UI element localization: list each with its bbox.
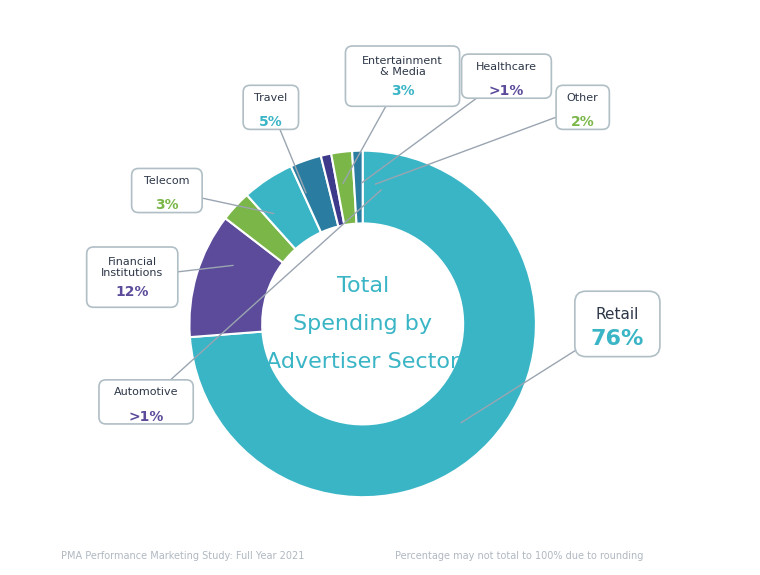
Text: PMA Performance Marketing Study: Full Year 2021: PMA Performance Marketing Study: Full Ye… (61, 551, 304, 561)
Wedge shape (291, 156, 338, 232)
Text: >1%: >1% (489, 84, 524, 98)
Text: Entertainment
& Media
3%: Entertainment & Media 3% (353, 53, 453, 99)
Text: Telecom
3%: Telecom 3% (138, 175, 195, 206)
Text: 12%: 12% (116, 285, 149, 299)
Text: Automotive: Automotive (114, 388, 179, 397)
Text: Financial
Institutions: Financial Institutions (101, 257, 163, 278)
Text: Telecom: Telecom (144, 176, 190, 186)
Wedge shape (247, 166, 321, 249)
Text: Retail: Retail (596, 307, 639, 322)
Text: Entertainment
& Media: Entertainment & Media (363, 56, 443, 78)
Text: Other: Other (567, 93, 599, 103)
Text: Automotive
>1%: Automotive >1% (106, 387, 186, 417)
Text: 3%: 3% (391, 84, 414, 98)
Text: Healthcare: Healthcare (476, 62, 537, 72)
Wedge shape (189, 218, 283, 337)
Text: Travel
5%: Travel 5% (250, 92, 292, 122)
Wedge shape (331, 151, 356, 225)
Wedge shape (321, 154, 344, 227)
Text: 3%: 3% (155, 198, 179, 212)
Text: 5%: 5% (259, 115, 283, 129)
Text: Percentage may not total to 100% due to rounding: Percentage may not total to 100% due to … (395, 551, 644, 561)
Wedge shape (226, 195, 296, 263)
Text: Travel: Travel (255, 93, 287, 103)
Text: Advertiser Sector: Advertiser Sector (266, 352, 459, 372)
Wedge shape (352, 151, 363, 224)
Text: 76%: 76% (591, 329, 644, 348)
Text: >1%: >1% (128, 409, 164, 424)
Text: Spending by: Spending by (293, 314, 432, 334)
Text: Financial
Institutions
12%: Financial Institutions 12% (93, 254, 171, 300)
Text: Retail
76%: Retail 76% (586, 302, 649, 346)
Text: 2%: 2% (571, 115, 594, 129)
Wedge shape (190, 151, 536, 497)
Text: Total: Total (337, 276, 389, 296)
Text: Healthcare
>1%: Healthcare >1% (469, 61, 544, 91)
Text: Other
2%: Other 2% (563, 92, 603, 122)
